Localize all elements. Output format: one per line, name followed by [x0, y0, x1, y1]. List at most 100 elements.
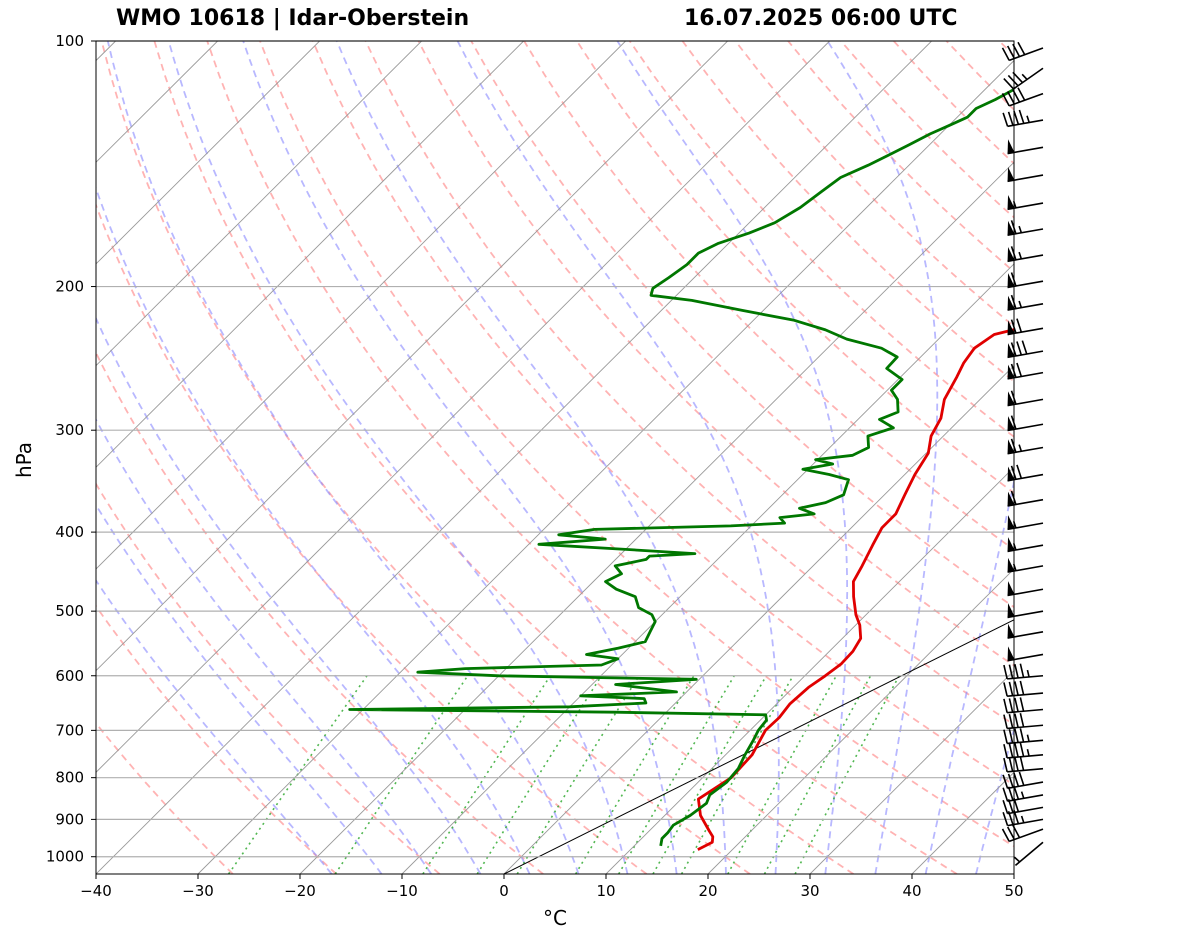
wind-barb — [1007, 340, 1044, 359]
wind-barb — [1013, 841, 1044, 867]
y-tick-label: 400 — [55, 523, 84, 541]
moist-adiabat — [106, 41, 580, 874]
wind-barb — [1007, 139, 1044, 155]
wind-barb — [1007, 318, 1044, 336]
moist-adiabat — [242, 41, 678, 874]
chart-title-datetime: 16.07.2025 06:00 UTC — [684, 6, 958, 31]
dry-adiabat — [681, 41, 1014, 383]
temperature-profile — [697, 327, 1014, 851]
isotherm — [299, 161, 1014, 874]
dry-adiabat — [787, 41, 1014, 273]
wind-barb — [1007, 537, 1044, 553]
isotherm — [197, 59, 1014, 874]
dewpoint-profile — [348, 87, 1014, 847]
mixing-ratio-line — [575, 675, 695, 874]
moist-adiabat — [616, 41, 849, 874]
isotherm — [96, 41, 728, 672]
y-tick-label: 700 — [55, 721, 84, 739]
wind-barbs — [1001, 41, 1044, 867]
profiles — [348, 87, 1014, 851]
wind-barb — [1007, 167, 1044, 183]
mixing-ratio-line — [652, 675, 768, 874]
x-tick-label: 0 — [499, 882, 509, 900]
dry-adiabat — [96, 202, 648, 874]
moist-adiabat — [826, 41, 939, 874]
dry-adiabat — [153, 41, 854, 874]
isotherm — [911, 771, 1014, 874]
chart-title-station: WMO 10618 | Idar-Oberstein — [116, 6, 470, 31]
wind-barb — [1007, 581, 1044, 597]
wind-barb — [1007, 438, 1044, 455]
wind-barb — [1007, 415, 1044, 432]
pressure-grid — [96, 40, 1014, 858]
x-tick-label: −40 — [80, 882, 112, 900]
x-axis: −40 −30 −20 −10 0 10 20 30 40 50 — [80, 874, 1024, 900]
y-axis-label: hPa — [12, 442, 36, 478]
y-tick-label: 100 — [55, 32, 84, 50]
wind-barb — [1001, 87, 1044, 107]
wind-barb — [1001, 824, 1044, 843]
wind-barb — [1007, 272, 1044, 289]
isotherm — [707, 568, 1014, 874]
wind-barb — [1002, 771, 1044, 790]
wind-barb — [1003, 663, 1044, 680]
dry-adiabat — [96, 604, 337, 874]
dry-adiabat — [945, 41, 1014, 111]
y-tick-label: 500 — [55, 602, 84, 620]
mixing-ratio-line — [794, 675, 900, 874]
wind-barb — [1007, 603, 1044, 619]
x-tick-label: 30 — [800, 882, 819, 900]
wind-barb — [1003, 756, 1044, 773]
isotherm — [96, 41, 320, 265]
wind-barb — [1003, 680, 1044, 697]
dry-adiabat — [96, 482, 441, 874]
wind-barb — [1007, 246, 1044, 263]
y-tick-label: 800 — [55, 769, 84, 787]
y-tick-label: 900 — [55, 810, 84, 828]
dry-adiabat — [206, 41, 958, 874]
dry-adiabat — [96, 350, 544, 874]
moist-adiabat — [96, 185, 531, 874]
isotherm — [605, 466, 1014, 874]
wind-barb — [1007, 390, 1044, 407]
dry-adiabat — [998, 41, 1014, 58]
dry-adiabat — [628, 41, 1014, 438]
wind-barb — [1002, 785, 1044, 802]
x-tick-label: 50 — [1004, 882, 1023, 900]
isotherm — [503, 364, 1014, 874]
dry-adiabat — [523, 41, 1014, 551]
mixing-ratio-line — [727, 675, 837, 874]
mixing-ratio-line — [763, 675, 872, 874]
y-tick-label: 600 — [55, 667, 84, 685]
wind-barb — [1007, 623, 1044, 639]
wind-barb — [1003, 728, 1044, 745]
wind-barb — [1007, 464, 1044, 482]
dry-adiabat — [576, 41, 1014, 495]
isotherm — [96, 41, 932, 874]
moist-adiabat — [975, 726, 1014, 874]
mixing-ratio-line — [618, 675, 735, 874]
wind-barb — [1007, 362, 1044, 380]
y-tick-label: 1000 — [46, 848, 84, 866]
wind-barb — [1007, 557, 1044, 573]
wind-barb — [1007, 490, 1044, 507]
plot-frame — [95, 40, 1015, 875]
x-tick-label: 20 — [698, 882, 717, 900]
x-tick-label: 40 — [902, 882, 921, 900]
dry-adiabat — [893, 41, 1014, 165]
isotherm — [809, 670, 1014, 874]
mixing-ratio-line — [227, 675, 368, 874]
wind-barb — [1001, 41, 1044, 62]
moist-adiabat — [96, 503, 383, 874]
background-lines — [96, 41, 1014, 874]
mixing-ratio-line — [422, 675, 551, 874]
dry-adiabat — [364, 41, 1014, 726]
isotherm — [96, 41, 830, 773]
dry-adiabat — [417, 41, 1014, 667]
moist-adiabat — [456, 41, 780, 874]
moist-adiabat — [96, 417, 432, 874]
x-tick-label: −30 — [182, 882, 214, 900]
wind-barb — [1003, 713, 1044, 730]
